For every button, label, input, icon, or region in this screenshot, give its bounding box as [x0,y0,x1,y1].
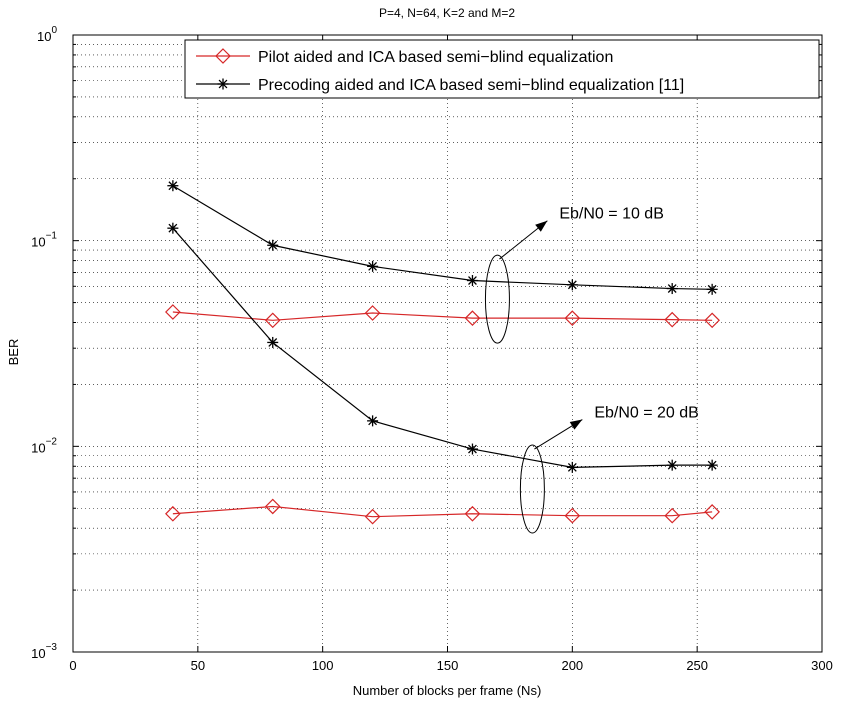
annotations: Eb/N0 = 10 dB Eb/N0 = 20 dB [484,206,699,534]
annotation-label: Eb/N0 = 20 dB [594,405,699,422]
data-series [165,304,720,329]
data-point [664,311,681,328]
star-stroke [667,284,677,293]
data-point [466,275,478,287]
series-line [172,505,713,518]
annotation: Eb/N0 = 10 dB [484,206,664,344]
grid [73,35,822,652]
data-point [267,336,279,348]
data-point [464,310,481,327]
star-stroke [218,79,228,89]
data-point [706,459,718,471]
x-tick-label: 100 [312,658,334,673]
data-series [165,498,720,525]
legend-entry: Precoding aided and ICA based semi−blind… [196,77,684,94]
data-point [564,507,581,524]
data-point [167,180,179,192]
star-stroke [468,276,477,285]
y-axis-label: BER [6,339,21,366]
star-stroke [707,284,717,294]
annotation-ellipse [484,254,510,344]
y-tick-label: 10−1 [31,231,57,250]
data-point [267,239,279,251]
legend: Pilot aided and ICA based semi−blind equ… [184,39,820,99]
series-line [172,227,713,468]
star-stroke [268,338,278,347]
data-point [664,507,681,524]
annotation-label: Eb/N0 = 10 dB [559,206,664,223]
data-point [706,283,718,295]
star-stroke [667,460,677,470]
data-point [367,415,379,427]
y-tick-label: 10−3 [31,642,57,661]
star-stroke [168,223,178,233]
data-point [704,504,720,520]
data-point [364,305,381,321]
y-tick-label: 10−2 [31,436,57,455]
data-point [367,260,379,272]
annotation-ellipse [519,444,545,534]
star-stroke [168,181,178,191]
x-tick-label: 200 [561,658,583,673]
chart-title: P=4, N=64, K=2 and M=2 [379,6,515,20]
axis-ticks: 0 50 100 150 200 250 300 100 10−1 10−2 10−3 [31,25,833,673]
star-stroke [468,444,477,454]
legend-box [184,39,820,99]
annotation: Eb/N0 = 20 dB [519,405,699,534]
data-point [566,279,578,291]
data-series [167,222,718,473]
series-line [172,311,713,321]
legend-entry: Pilot aided and ICA based semi−blind equ… [196,48,613,66]
series-line [172,185,713,290]
data-point [165,304,181,320]
data-point [566,461,578,473]
data-point [666,459,678,471]
annotation-arrowhead [569,419,583,430]
star-stroke [567,462,577,472]
data-series [167,180,718,295]
star-stroke [707,460,717,470]
data-point [217,78,229,90]
data-point [466,443,478,455]
data-point [464,505,481,522]
data-point [264,498,281,515]
x-tick-label: 250 [686,658,708,673]
data-point [564,310,581,327]
x-tick-label: 0 [69,658,76,673]
data-point [167,222,179,234]
star-stroke [368,416,378,426]
x-tick-label: 150 [437,658,459,673]
legend-label: Pilot aided and ICA based semi−blind equ… [258,49,613,66]
data-point [264,312,281,329]
x-tick-label: 300 [811,658,833,673]
annotation-arrowhead [535,220,548,232]
data-point [704,312,720,329]
data-point [215,48,231,64]
x-tick-label: 50 [191,658,205,673]
y-tick-label: 100 [37,25,57,44]
star-stroke [268,240,278,250]
data-point [165,505,181,522]
x-axis-label: Number of blocks per frame (Ns) [353,683,542,698]
series-layer [165,180,720,525]
data-point [364,508,381,525]
data-point [666,283,678,295]
legend-label: Precoding aided and ICA based semi−blind… [258,77,684,94]
star-stroke [567,280,577,290]
star-stroke [368,261,378,271]
